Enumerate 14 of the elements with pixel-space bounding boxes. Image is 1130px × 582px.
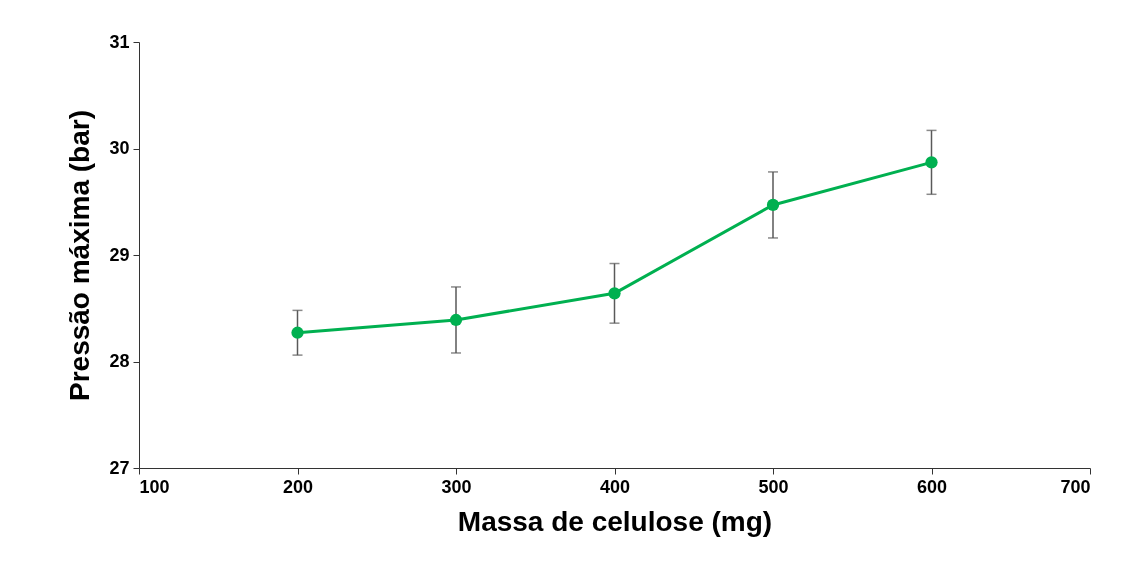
- y-tick-label: 31: [109, 31, 130, 52]
- x-tick-label: 200: [282, 476, 314, 497]
- x-tick-label: 700: [1060, 476, 1091, 497]
- y-axis-title: Pressão máxima (bar): [64, 109, 96, 402]
- y-tick-label: 28: [109, 351, 130, 371]
- y-tick-label: 30: [109, 138, 130, 158]
- x-tick-label: 400: [599, 476, 631, 497]
- y-tick-label: 27: [109, 457, 130, 478]
- x-tick-label: 100: [139, 476, 170, 497]
- x-axis-title: Massa de celulose (mg): [457, 505, 773, 537]
- x-tick-label: 600: [916, 476, 948, 497]
- y-tick-label: 29: [109, 244, 130, 265]
- x-tick-label: 300: [441, 476, 472, 497]
- x-tick-label: 500: [758, 476, 789, 497]
